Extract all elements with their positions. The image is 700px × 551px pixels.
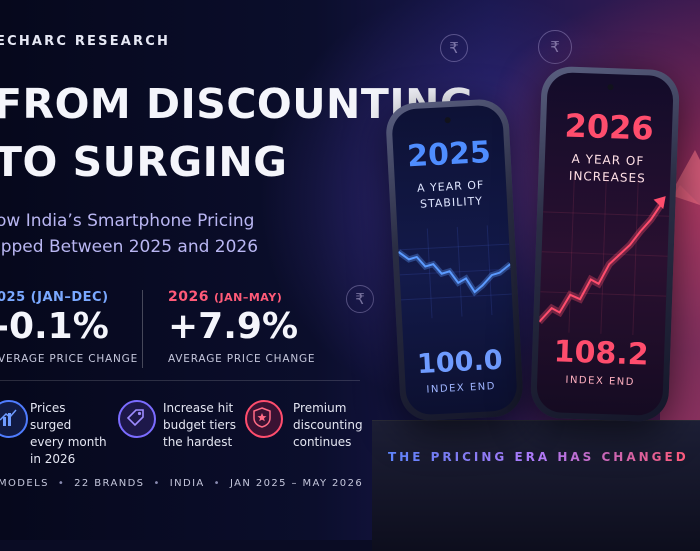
feature-text: Prices surged every month in 2026 (30, 400, 110, 468)
phone-2025-screen: 2025 A YEAR OF STABILITY 100.0 INDEX END (391, 104, 518, 416)
phone-2025: 2025 A YEAR OF STABILITY 100.0 INDEX END (384, 97, 525, 423)
pedestal-text: THE PRICING ERA HAS CHANGED (388, 450, 689, 464)
pedestal (372, 420, 700, 551)
phone-2025-trend-line (397, 225, 513, 319)
feature-line: Prices surged (30, 401, 72, 432)
phone-2026-index-value: 108.2 (553, 334, 650, 373)
feature-line: Increase hit (163, 401, 234, 415)
price-tag-icon (118, 400, 156, 438)
stat-2026-range: (JAN–MAY) (214, 291, 283, 304)
stat-2026-value: +7.9% (168, 306, 299, 347)
footer-brands: 22 BRANDS (74, 478, 145, 489)
stat-divider (142, 290, 143, 368)
background-arrow-icon (645, 150, 700, 420)
feature-line: budget tiers (163, 418, 236, 432)
bar-chart-icon (0, 400, 28, 438)
phone-2026-trend-line (538, 172, 670, 336)
stat-2025-label: 025 (JAN–DEC) (0, 290, 109, 305)
stat-2026-label: 2026 (JAN–MAY) (168, 289, 282, 305)
phone-2025-year: 2025 (406, 134, 492, 175)
subtitle-line1: ow India’s Smartphone Pricing (0, 211, 255, 231)
feature-line: continues (293, 435, 352, 449)
phone-2026: 2026 A YEAR OF INCREASES 108.2 INDEX END (529, 65, 681, 423)
rupee-coin-icon: ₹ (440, 34, 468, 62)
feature-line: discounting (293, 418, 363, 432)
stat-2026-caption: AVERAGE PRICE CHANGE (168, 353, 316, 365)
stat-2026-year: 2026 (168, 289, 209, 305)
feature-line: the hardest (163, 435, 233, 449)
footer-period: JAN 2025 – MAY 2026 (229, 478, 364, 489)
rupee-coin-icon: ₹ (346, 285, 374, 313)
camera-notch (607, 83, 614, 91)
feature-line: Premium (293, 401, 347, 415)
brand-name: ECHARC RESEARCH (0, 34, 171, 49)
phone-2026-year: 2026 (563, 106, 655, 148)
stat-2025-caption: VERAGE PRICE CHANGE (0, 353, 139, 365)
footer-meta: MODELS • 22 BRANDS • INDIA • JAN 2025 – MAY 20… (0, 478, 364, 489)
premium-badge-icon (245, 400, 283, 438)
phone-2025-tagline: A YEAR OF STABILITY (395, 176, 508, 214)
camera-notch (444, 117, 451, 124)
footer-region: INDIA (169, 478, 205, 489)
footer-models: MODELS (0, 478, 49, 489)
section-divider (0, 380, 360, 381)
stat-2025-value: -0.1% (0, 306, 109, 347)
feature-text: Premium discounting continues (293, 400, 373, 451)
phone-2026-screen: 2026 A YEAR OF INCREASES 108.2 INDEX END (536, 71, 674, 417)
subtitle-line2: ipped Between 2025 and 2026 (0, 237, 259, 257)
phone-2026-index-label: INDEX END (565, 374, 636, 389)
phone-2025-index-value: 100.0 (416, 344, 504, 381)
feature-line: every month (30, 435, 107, 449)
phone-2025-index-label: INDEX END (426, 381, 497, 396)
page-title-line2: TO SURGING (0, 138, 288, 186)
feature-text: Increase hit budget tiers the hardest (163, 400, 243, 451)
rupee-coin-icon: ₹ (538, 30, 572, 64)
feature-line: in 2026 (30, 452, 76, 466)
